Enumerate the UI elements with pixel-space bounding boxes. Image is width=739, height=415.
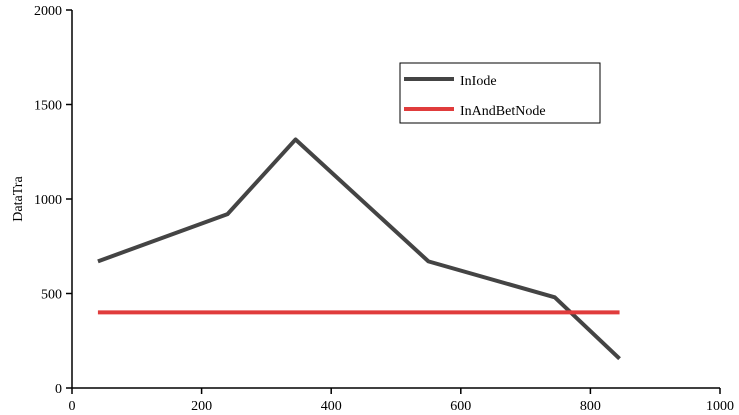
x-tick-label: 0 [69,399,76,414]
x-tick-label: 1000 [706,399,734,414]
y-tick-label: 500 [41,288,62,303]
x-tick-label: 600 [450,399,471,414]
x-tick-label: 800 [580,399,601,414]
legend-box [399,62,601,124]
x-tick-label: 400 [321,399,342,414]
y-tick-label: 1000 [34,193,62,208]
legend-label: InIode [460,74,497,89]
legend-label: InAndBetNode [460,104,546,119]
y-tick-label: 1500 [34,99,62,114]
series-line [97,137,621,361]
y-tick-label: 2000 [34,4,62,19]
y-axis-label: DataTra [11,176,26,222]
x-tick-label: 200 [191,399,212,414]
y-tick-label: 0 [55,382,62,397]
